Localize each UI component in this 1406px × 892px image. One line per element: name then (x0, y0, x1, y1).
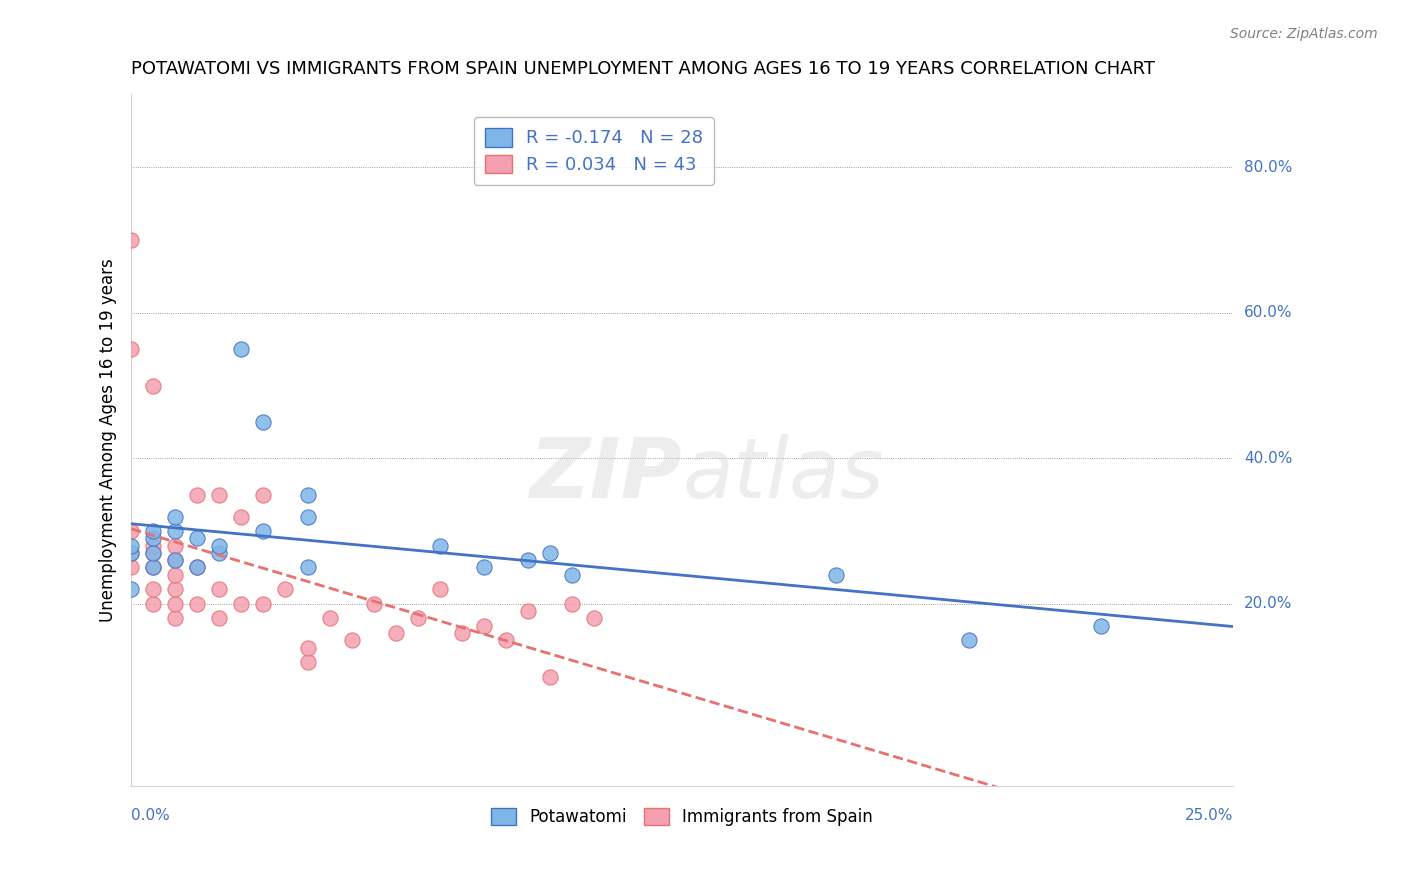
Point (252, 415, 274, 429)
Point (297, 655, 319, 669)
Point (957, 633, 980, 648)
Point (538, 670, 561, 684)
Point (363, 597, 385, 611)
Point (120, 342, 142, 356)
Text: 80.0%: 80.0% (1244, 160, 1292, 175)
Legend: Potawatomi, Immigrants from Spain: Potawatomi, Immigrants from Spain (485, 801, 880, 833)
Point (516, 553, 538, 567)
Point (165, 553, 187, 567)
Point (231, 597, 253, 611)
Point (120, 560, 142, 574)
Point (274, 582, 297, 597)
Text: 25.0%: 25.0% (1185, 807, 1233, 822)
Y-axis label: Unemployment Among Ages 16 to 19 years: Unemployment Among Ages 16 to 19 years (100, 259, 117, 622)
Point (429, 539, 451, 553)
Point (165, 524, 187, 538)
Point (208, 539, 231, 553)
Point (120, 524, 142, 538)
Text: POTAWATOMI VS IMMIGRANTS FROM SPAIN UNEMPLOYMENT AMONG AGES 16 TO 19 YEARS CORRE: POTAWATOMI VS IMMIGRANTS FROM SPAIN UNEM… (131, 60, 1156, 78)
Point (120, 233, 142, 247)
Point (231, 342, 253, 356)
Point (120, 546, 142, 560)
Text: atlas: atlas (682, 434, 884, 516)
Point (165, 539, 187, 553)
Point (297, 488, 319, 502)
Point (297, 560, 319, 574)
Point (186, 488, 208, 502)
Text: 40.0%: 40.0% (1244, 450, 1292, 466)
Point (120, 582, 142, 597)
Point (165, 597, 187, 611)
Text: 0.0%: 0.0% (131, 807, 170, 822)
Point (297, 509, 319, 524)
Point (142, 378, 165, 392)
Point (120, 539, 142, 553)
Point (186, 597, 208, 611)
Point (297, 640, 319, 655)
Text: Source: ZipAtlas.com: Source: ZipAtlas.com (1230, 27, 1378, 41)
Point (165, 611, 187, 625)
Point (208, 546, 231, 560)
Point (142, 560, 165, 574)
Point (142, 524, 165, 538)
Point (142, 560, 165, 574)
Point (142, 546, 165, 560)
Point (561, 597, 583, 611)
Point (252, 488, 274, 502)
Text: 20.0%: 20.0% (1244, 597, 1292, 611)
Point (186, 560, 208, 574)
Point (165, 582, 187, 597)
Text: 60.0%: 60.0% (1244, 305, 1292, 320)
Point (450, 626, 472, 640)
Point (561, 567, 583, 582)
Point (142, 539, 165, 553)
Point (429, 582, 451, 597)
Point (208, 611, 231, 625)
Point (142, 532, 165, 546)
Point (142, 597, 165, 611)
Point (495, 633, 517, 648)
Point (582, 611, 605, 625)
Point (165, 567, 187, 582)
Point (186, 560, 208, 574)
Point (472, 618, 495, 632)
Point (538, 546, 561, 560)
Point (318, 611, 340, 625)
Point (1090, 618, 1112, 632)
Point (142, 546, 165, 560)
Text: ZIP: ZIP (530, 434, 682, 516)
Point (252, 597, 274, 611)
Point (165, 553, 187, 567)
Point (208, 488, 231, 502)
Point (406, 611, 429, 625)
Point (384, 626, 406, 640)
Point (516, 604, 538, 618)
Point (120, 546, 142, 560)
Point (231, 509, 253, 524)
Point (825, 567, 848, 582)
Point (252, 524, 274, 538)
Point (186, 532, 208, 546)
Point (340, 633, 363, 648)
Point (142, 582, 165, 597)
Point (472, 560, 495, 574)
Point (208, 582, 231, 597)
Point (165, 509, 187, 524)
